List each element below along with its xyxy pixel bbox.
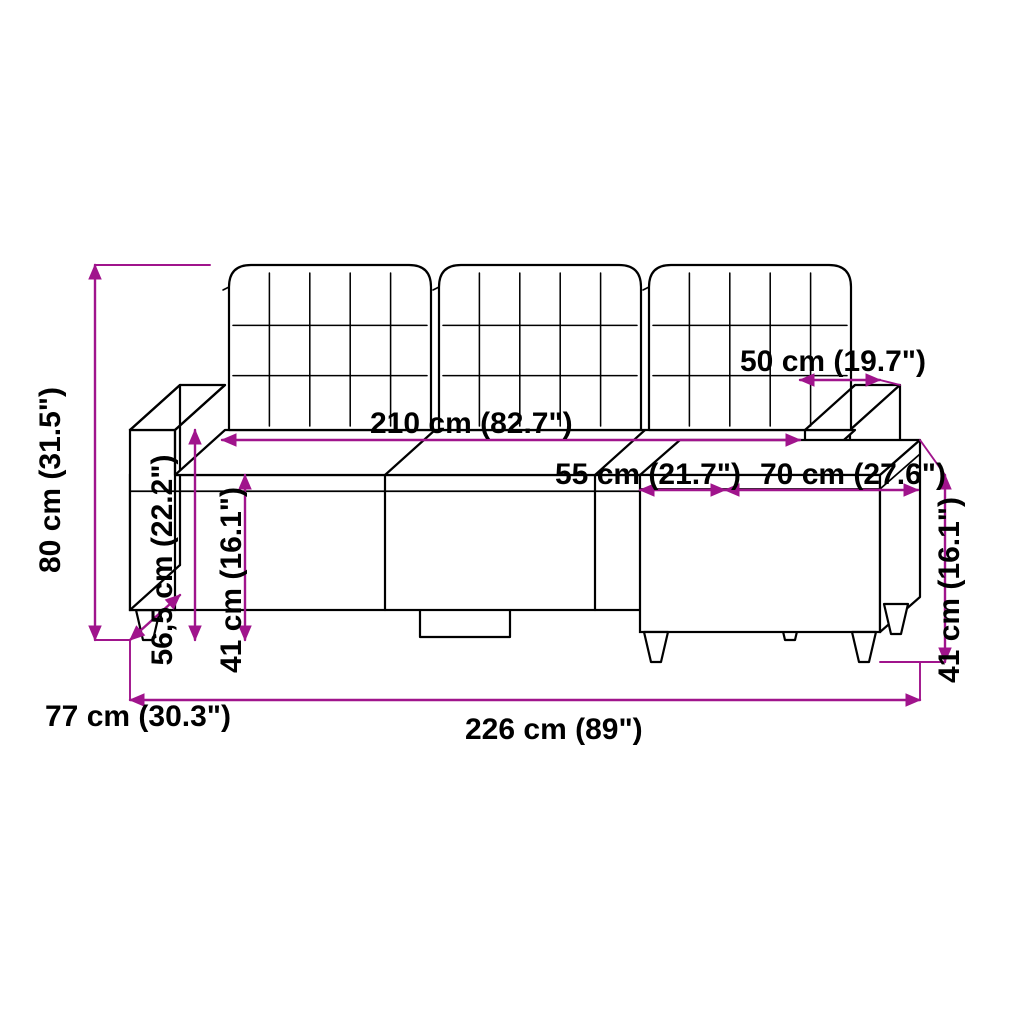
dim-ott-width: 70 cm (27.6"): [760, 458, 946, 491]
dim-seat-height-l: 41 cm (16.1"): [215, 487, 248, 673]
dim-depth: 77 cm (30.3"): [45, 700, 231, 733]
dim-height-total: 80 cm (31.5"): [34, 387, 67, 573]
dim-ott-depth: 55 cm (21.7"): [555, 458, 741, 491]
dim-seat-depth: 50 cm (19.7"): [740, 345, 926, 378]
dimension-diagram: { "canvas": { "w": 1024, "h": 1024, "bg"…: [0, 0, 1024, 1024]
dim-total-width: 226 cm (89"): [465, 713, 643, 746]
dim-arm-height: 56,5 cm (22.2"): [146, 454, 179, 665]
dim-seat-width: 210 cm (82.7"): [370, 407, 573, 440]
dim-ott-height: 41 cm (16.1"): [933, 497, 966, 683]
